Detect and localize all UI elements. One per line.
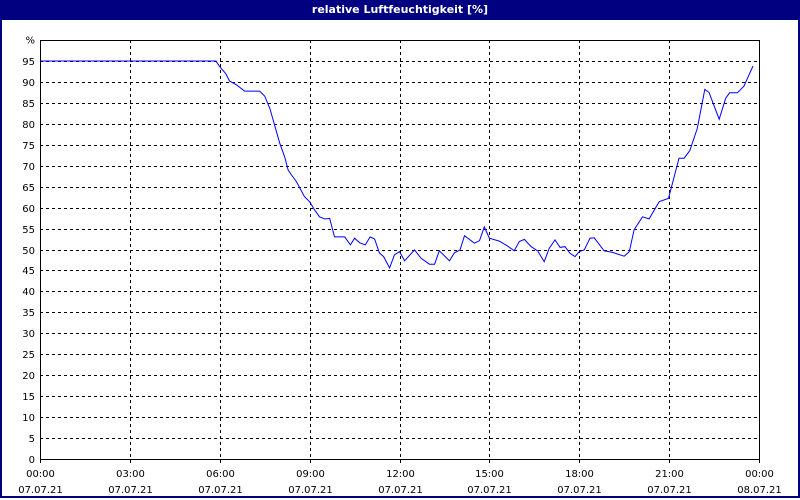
window-title: relative Luftfeuchtigkeit [%]: [0, 0, 800, 20]
x-tick-time: 15:00: [475, 469, 504, 480]
y-tick-label: 0: [29, 455, 35, 466]
y-tick-label: 65: [22, 183, 35, 194]
x-tick-time: 03:00: [116, 469, 145, 480]
x-tick-date: 07.07.21: [18, 485, 63, 496]
y-tick-label: 55: [22, 225, 35, 236]
y-unit-label: %: [25, 36, 35, 47]
y-tick-label: 95: [22, 57, 35, 68]
y-tick-label: 80: [22, 120, 35, 131]
y-tick-label: 50: [22, 246, 35, 257]
x-tick-time: 12:00: [386, 469, 415, 480]
y-tick-label: 40: [22, 287, 35, 298]
x-tick-date: 07.07.21: [557, 485, 602, 496]
y-tick-label: 20: [22, 371, 35, 382]
y-tick-label: 60: [22, 204, 35, 215]
y-tick-label: 75: [22, 141, 35, 152]
x-tick-date: 07.07.21: [647, 485, 692, 496]
humidity-series-line: [40, 60, 754, 270]
x-tick-date: 07.07.21: [108, 485, 153, 496]
y-tick-label: 25: [22, 350, 35, 361]
x-tick-date: 07.07.21: [288, 485, 333, 496]
x-tick-date: 07.07.21: [467, 485, 512, 496]
x-tick-time: 06:00: [206, 469, 235, 480]
y-tick-label: 70: [22, 162, 35, 173]
x-tick-date: 07.07.21: [198, 485, 243, 496]
plot-frame: [40, 40, 760, 460]
x-tick-date: 07.07.21: [378, 485, 423, 496]
x-tick-time: 18:00: [565, 469, 594, 480]
y-tick-label: 90: [22, 78, 35, 89]
x-tick-time: 00:00: [745, 469, 774, 480]
y-tick-label: 30: [22, 329, 35, 340]
x-tick-date: 08.07.21: [737, 485, 782, 496]
x-tick-time: 21:00: [655, 469, 684, 480]
y-tick-label: 10: [22, 413, 35, 424]
y-tick-label: 35: [22, 308, 35, 319]
x-tick-time: 00:00: [26, 469, 55, 480]
y-tick-label: 85: [22, 99, 35, 110]
y-tick-label: 45: [22, 266, 35, 277]
x-tick-time: 09:00: [296, 469, 325, 480]
y-tick-label: 15: [22, 392, 35, 403]
y-tick-label: 5: [29, 434, 35, 445]
